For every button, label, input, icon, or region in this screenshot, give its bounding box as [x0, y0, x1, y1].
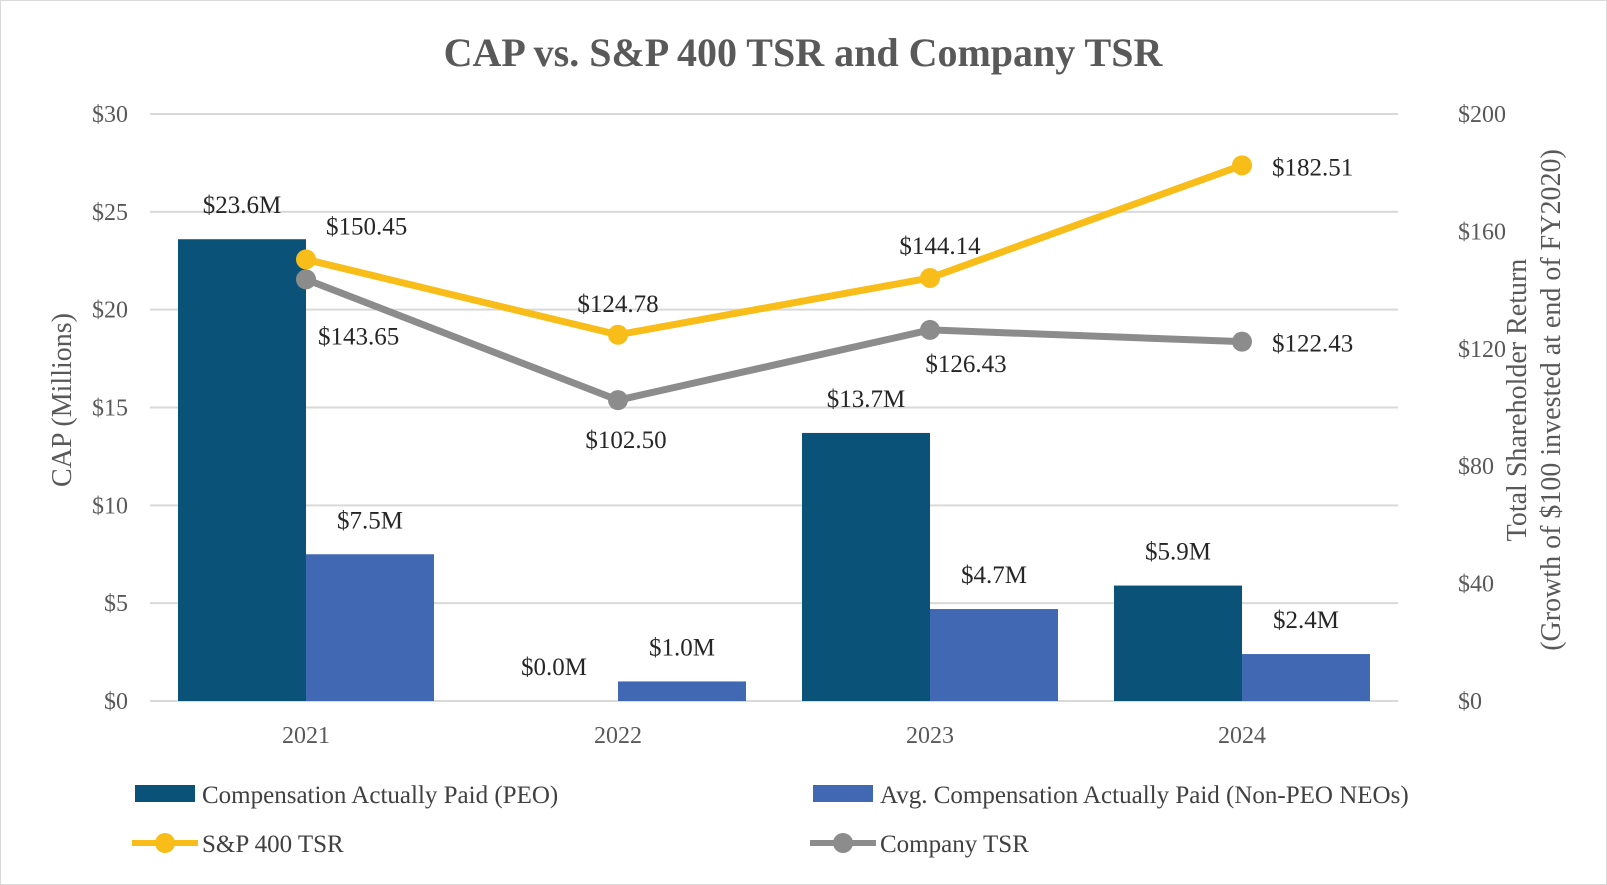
legend-label-peo: Compensation Actually Paid (PEO) [202, 782, 558, 809]
point-label-company-tsr-2022: $102.50 [585, 427, 666, 454]
right-tick-label: $40 [1458, 572, 1494, 598]
left-axis-title: CAP (Millions) [47, 313, 78, 487]
left-tick-label: $5 [104, 591, 128, 617]
bar-label-compensation-actually-paid-peo-2024: $5.9M [1145, 539, 1211, 566]
left-tick-label: $10 [92, 493, 128, 519]
point-label-company-tsr-2024: $122.43 [1272, 331, 1353, 358]
right-tick-label: $80 [1458, 454, 1494, 480]
right-tick-label: $0 [1458, 689, 1482, 715]
right-tick-label: $120 [1458, 337, 1506, 363]
x-tick-label-2022: 2022 [594, 723, 642, 749]
bar-label-compensation-actually-paid-peo-2021: $23.6M [203, 192, 281, 219]
x-tick-label-2023: 2023 [906, 723, 954, 749]
legend-label-sp400: S&P 400 TSR [202, 831, 344, 858]
point-label-s-p-400-tsr-2023: $144.14 [899, 233, 981, 260]
bar-label-avg-compensation-actually-paid-non-peo-neos-2022: $1.0M [649, 634, 715, 661]
bar-compensation-actually-paid-peo-2024 [1114, 585, 1242, 701]
point-company-tsr-2023 [920, 319, 940, 340]
bar-label-avg-compensation-actually-paid-non-peo-neos-2024: $2.4M [1273, 607, 1339, 634]
point-company-tsr-2022 [608, 390, 628, 411]
bar-avg-compensation-actually-paid-non-peo-neos-2022 [618, 681, 746, 701]
left-tick-label: $25 [92, 200, 128, 226]
chart-title: CAP vs. S&P 400 TSR and Company TSR [444, 30, 1164, 75]
line-company-tsr [304, 276, 1243, 404]
point-company-tsr-2021 [296, 269, 316, 290]
bar-label-avg-compensation-actually-paid-non-peo-neos-2023: $4.7M [961, 562, 1027, 589]
x-tick-label-2024: 2024 [1218, 723, 1266, 749]
data-labels: $23.6M $0.0M $13.7M $5.9M $7.5M $1.0M $4.7M $2.… [203, 154, 1353, 681]
line-s-p-400-tsr [305, 162, 1244, 339]
left-tick-label: $20 [92, 298, 128, 324]
line-series [296, 155, 1252, 411]
left-tick-label: $0 [104, 689, 128, 715]
x-tick-label-2021: 2021 [282, 723, 330, 749]
point-s-p-400-tsr-2024 [1232, 155, 1252, 176]
legend-swatch-peo [135, 785, 195, 802]
bar-compensation-actually-paid-peo-2021 [178, 239, 306, 701]
bar-avg-compensation-actually-paid-non-peo-neos-2024 [1242, 654, 1370, 701]
bar-label-avg-compensation-actually-paid-non-peo-neos-2021: $7.5M [337, 507, 403, 534]
right-axis-title-line2: (Growth of $100 invested at end of FY202… [1536, 149, 1567, 651]
left-tick-label: $30 [92, 102, 128, 128]
left-tick-label: $15 [92, 396, 128, 422]
bar-avg-compensation-actually-paid-non-peo-neos-2021 [306, 554, 434, 701]
right-axis-title-line1: Total Shareholder Return [1502, 259, 1533, 542]
point-label-company-tsr-2023: $126.43 [925, 351, 1006, 378]
point-label-s-p-400-tsr-2021: $150.45 [326, 213, 407, 240]
right-tick-label: $160 [1458, 219, 1506, 245]
bar-label-compensation-actually-paid-peo-2022: $0.0M [521, 654, 587, 681]
point-label-s-p-400-tsr-2024: $182.51 [1272, 154, 1353, 181]
right-tick-label: $200 [1458, 102, 1506, 128]
left-axis-ticks: $0 $5 $10 $15 $20 $25 $30 [92, 102, 128, 715]
legend-label-non-peo: Avg. Compensation Actually Paid (Non-PEO… [880, 782, 1409, 809]
point-s-p-400-tsr-2022 [608, 324, 628, 345]
bar-series [178, 239, 1370, 701]
bar-label-compensation-actually-paid-peo-2023: $13.7M [827, 386, 905, 413]
legend-marker-company [833, 833, 853, 853]
bar-compensation-actually-paid-peo-2023 [802, 432, 930, 701]
point-label-s-p-400-tsr-2022: $124.78 [577, 291, 658, 318]
x-axis-ticks: 2021 2022 2023 2024 [282, 723, 1266, 749]
right-axis-ticks: $0 $40 $80 $120 $160 $200 [1458, 102, 1506, 715]
legend-marker-sp400 [155, 833, 175, 853]
point-label-company-tsr-2021: $143.65 [318, 323, 399, 350]
legend-swatch-non-peo [813, 785, 873, 802]
legend-label-company: Company TSR [880, 831, 1029, 858]
point-s-p-400-tsr-2021 [296, 249, 316, 270]
legend: Compensation Actually Paid (PEO) Avg. Co… [132, 782, 1409, 858]
point-company-tsr-2024 [1232, 331, 1252, 352]
bar-avg-compensation-actually-paid-non-peo-neos-2023 [930, 609, 1058, 701]
point-s-p-400-tsr-2023 [920, 267, 940, 288]
